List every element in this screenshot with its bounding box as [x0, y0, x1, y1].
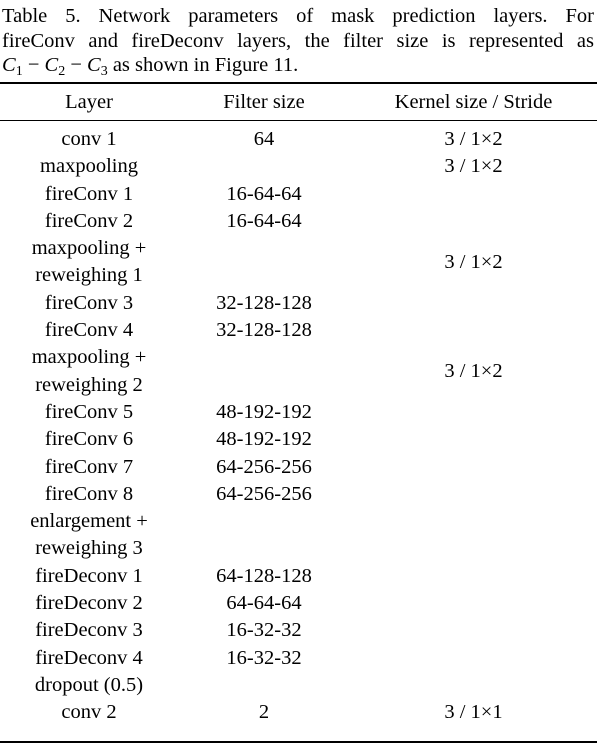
table-row: fireDeconv 1 64-128-128	[0, 563, 597, 590]
cell-layer: dropout (0.5)	[0, 672, 178, 699]
table-body: conv 1 64 3 / 1×2 maxpooling 3 / 1×2 fireConv…	[0, 126, 597, 727]
cell-layer-line: fireDeconv 2	[35, 592, 143, 615]
cell-layer-line: fireConv 1	[44, 182, 134, 205]
caption-line-3: C1 − C2 − C3 as shown in Figure 11.	[2, 53, 594, 79]
cell-filter-size: 48-192-192	[216, 400, 312, 423]
table-row: conv 1 64 3 / 1×2	[0, 126, 597, 153]
table-row: fireConv 2 16-64-64	[0, 208, 597, 235]
cell-layer: fireConv 6	[0, 426, 178, 453]
cell-layer: conv 2	[0, 699, 178, 726]
table-row: fireConv 6 48-192-192	[0, 426, 597, 453]
table-row: fireConv 3 32-128-128	[0, 290, 597, 317]
table-top-rule	[0, 82, 597, 84]
caption-tail: as shown in Figure 11.	[107, 54, 299, 76]
cell-layer-line: maxpooling	[40, 155, 138, 178]
cell-layer: fireConv 5	[0, 399, 178, 426]
cell-layer: fireConv 7	[0, 454, 178, 481]
cell-filter-size: 16-64-64	[226, 182, 302, 205]
cell-layer: fireDeconv 1	[0, 563, 178, 590]
cell-layer: fireDeconv 2	[0, 590, 178, 617]
table-row: conv 2 2 3 / 1×1	[0, 699, 597, 726]
cell-layer-line: reweighing 3	[35, 537, 143, 560]
cell-filter-size: 16-32-32	[226, 646, 302, 669]
math-minus-2: −	[65, 54, 87, 76]
cell-filter-size: 64-256-256	[216, 455, 312, 478]
cell-layer: maxpooling + reweighing 1	[0, 235, 178, 290]
cell-layer-line: fireConv 7	[44, 455, 134, 478]
table-bottom-rule	[0, 741, 597, 743]
cell-layer: conv 1	[0, 126, 178, 153]
cell-layer-line: maxpooling +	[31, 346, 147, 369]
cell-layer-line: fireConv 3	[44, 291, 134, 314]
table-row: fireConv 1 16-64-64	[0, 181, 597, 208]
math-c2: C2	[44, 54, 66, 79]
cell-layer: fireConv 2	[0, 208, 178, 235]
table-row: dropout (0.5)	[0, 672, 597, 699]
table-row: fireDeconv 3 16-32-32	[0, 617, 597, 644]
cell-layer-line: fireDeconv 1	[35, 564, 143, 587]
caption-line-1: Table 5. Network parameters of mask pred…	[2, 5, 594, 27]
cell-layer: fireConv 8	[0, 481, 178, 508]
table-row: fireConv 5 48-192-192	[0, 399, 597, 426]
cell-filter-size: 16-64-64	[226, 209, 302, 232]
header-layer: Layer	[65, 91, 113, 113]
cell-filter-size: 16-32-32	[226, 619, 302, 642]
cell-layer: fireConv 1	[0, 181, 178, 208]
cell-layer: maxpooling	[0, 153, 178, 180]
cell-filter-size: 32-128-128	[216, 291, 312, 314]
caption-line-2: fireConv and fireDeconv layers, the filt…	[2, 29, 594, 52]
cell-filter-size: 32-128-128	[216, 319, 312, 342]
table-row: fireDeconv 2 64-64-64	[0, 590, 597, 617]
cell-filter-size: 64	[253, 128, 275, 150]
header-kernel-stride: Kernel size / Stride	[394, 91, 553, 113]
table-row: fireConv 7 64-256-256	[0, 454, 597, 481]
cell-filter-size: 64-128-128	[216, 564, 312, 587]
cell-layer-line: reweighing 2	[35, 373, 143, 396]
cell-layer-line: fireConv 2	[44, 209, 134, 232]
cell-filter-size: 2	[258, 701, 270, 724]
cell-layer-line: dropout (0.5)	[34, 673, 144, 696]
cell-layer-line: conv 2	[61, 701, 117, 724]
cell-kernel-stride: 3 / 1×2	[444, 360, 503, 383]
table-row: maxpooling + reweighing 1 3 / 1×2	[0, 235, 597, 290]
cell-layer-line: conv 1	[61, 128, 117, 150]
header-filter-size: Filter size	[223, 91, 305, 113]
cell-layer-line: enlargement +	[30, 510, 148, 533]
math-c1: C1	[2, 54, 23, 79]
cell-kernel-stride: 3 / 1×2	[444, 155, 503, 178]
cell-layer-line: fireConv 5	[44, 400, 134, 423]
table-caption: Table 5. Network parameters of mask pred…	[2, 4, 594, 79]
math-c3: C3	[87, 54, 108, 79]
cell-kernel-stride: 3 / 1×1	[444, 701, 503, 724]
cell-layer: maxpooling + reweighing 2	[0, 344, 178, 399]
cell-layer-line: fireDeconv 3	[35, 619, 143, 642]
table-row: maxpooling 3 / 1×2	[0, 153, 597, 180]
table-row: fireConv 8 64-256-256	[0, 481, 597, 508]
cell-layer: fireDeconv 3	[0, 617, 178, 644]
cell-layer: enlargement + reweighing 3	[0, 508, 178, 563]
table-row: fireConv 4 32-128-128	[0, 317, 597, 344]
cell-filter-size: 48-192-192	[216, 428, 312, 451]
table-row: maxpooling + reweighing 2 3 / 1×2	[0, 344, 597, 399]
table-header-row: Layer Filter size Kernel size / Stride	[0, 88, 597, 116]
cell-layer: fireConv 3	[0, 290, 178, 317]
cell-layer-line: fireConv 4	[44, 319, 134, 342]
math-minus-1: −	[22, 54, 45, 76]
cell-layer: fireConv 4	[0, 317, 178, 344]
cell-layer-line: fireDeconv 4	[35, 646, 143, 669]
cell-layer-line: maxpooling +	[31, 237, 147, 260]
table-row: enlargement + reweighing 3	[0, 508, 597, 563]
table-header-rule	[0, 120, 597, 121]
cell-layer-line: reweighing 1	[35, 264, 143, 287]
cell-filter-size: 64-256-256	[216, 482, 312, 505]
cell-layer-line: fireConv 8	[44, 482, 134, 505]
cell-filter-size: 64-64-64	[226, 592, 302, 615]
table-row: fireDeconv 4 16-32-32	[0, 645, 597, 672]
cell-layer-line: fireConv 6	[44, 428, 134, 451]
cell-kernel-stride: 3 / 1×2	[444, 250, 503, 273]
cell-kernel-stride: 3 / 1×2	[444, 128, 503, 150]
cell-layer: fireDeconv 4	[0, 645, 178, 672]
